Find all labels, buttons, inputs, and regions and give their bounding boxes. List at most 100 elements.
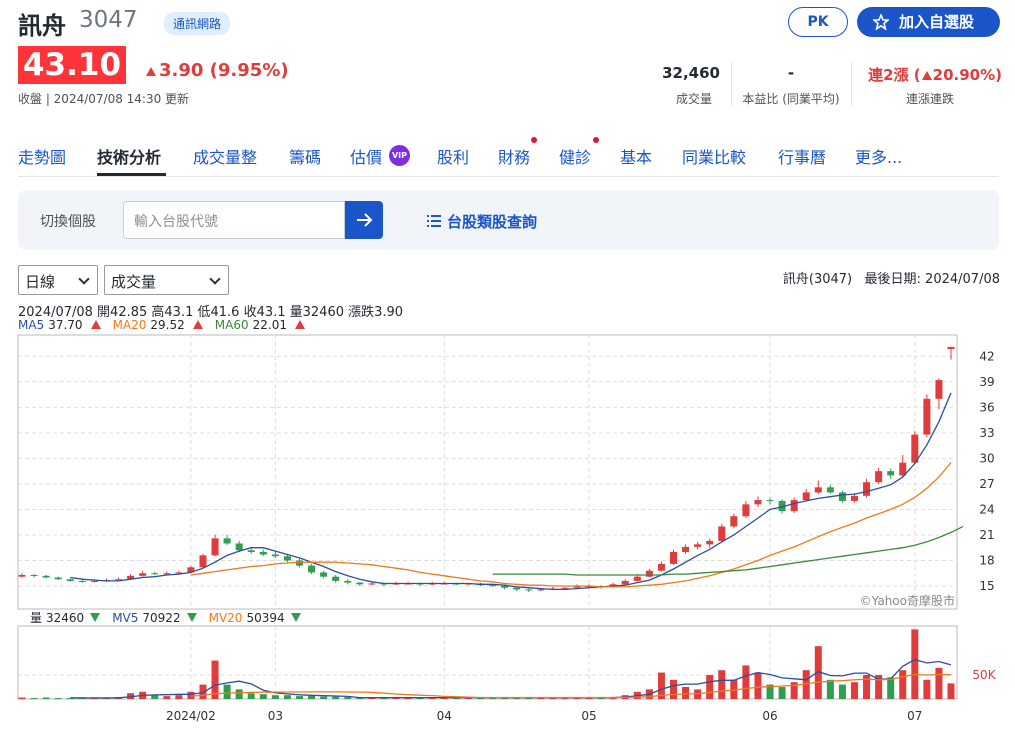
- y-tick-label: 50K: [972, 668, 996, 682]
- volume-bar: [42, 697, 50, 699]
- candle-body: [621, 580, 629, 585]
- volume-bar: [66, 698, 74, 699]
- y-tick-label: 33: [979, 426, 994, 440]
- search-input[interactable]: 輸入台股代號: [123, 201, 345, 239]
- volume-bar: [585, 697, 593, 699]
- candle-body: [235, 543, 243, 551]
- candle-body: [850, 495, 858, 501]
- stat-value: 連2漲 (20.90%): [852, 64, 1002, 85]
- volume-bar: [875, 674, 883, 699]
- tab[interactable]: 股利: [437, 148, 470, 167]
- candle-body: [163, 573, 171, 575]
- candle-body: [802, 492, 810, 501]
- watchlist-button[interactable]: 加入自選股: [857, 7, 1000, 37]
- candle-body: [501, 586, 509, 588]
- volume-bar: [235, 689, 243, 699]
- legend-value: 29.52: [150, 318, 185, 332]
- candle-body: [838, 492, 846, 501]
- category-link[interactable]: 台股類股查詢: [427, 211, 537, 232]
- candle-body: [320, 572, 328, 577]
- x-tick-label: 04: [437, 709, 452, 723]
- price: 43.10: [18, 46, 126, 84]
- volume-bar: [30, 698, 38, 699]
- stock-id: 訊舟(3047): [782, 272, 853, 287]
- arrow-icon: [357, 213, 373, 227]
- candle-body: [247, 550, 255, 552]
- volume-bar: [887, 677, 895, 699]
- tab[interactable]: 行事曆: [778, 148, 827, 167]
- volume-bar: [573, 697, 581, 699]
- indicator-select[interactable]: 成交量: [104, 265, 229, 295]
- candle-body: [356, 582, 364, 585]
- x-tick-label: 03: [268, 709, 283, 723]
- tab[interactable]: 成交量整: [193, 148, 258, 167]
- volume-bar: [247, 693, 255, 699]
- industry-tag[interactable]: 通訊網路: [164, 12, 231, 35]
- volume-bar: [561, 697, 569, 699]
- candle-body: [78, 580, 86, 582]
- legend-name: 量: [30, 611, 43, 625]
- volume-bar: [899, 670, 907, 699]
- tab[interactable]: 基本: [620, 148, 653, 167]
- candle-body: [766, 500, 774, 502]
- candle-body: [42, 575, 50, 578]
- volume-bar: [392, 697, 400, 699]
- volume-bar: [464, 697, 472, 699]
- y-tick-label: 27: [979, 477, 994, 491]
- tab[interactable]: 技術分析: [97, 148, 162, 167]
- stat-value: 32,460: [662, 64, 720, 82]
- trend-icon: [192, 320, 203, 329]
- tab[interactable]: 健診: [559, 148, 592, 167]
- stat-label: 成交量: [675, 92, 712, 106]
- pk-button[interactable]: PK: [788, 7, 848, 37]
- tab[interactable]: 更多...: [855, 148, 903, 167]
- y-tick-label: 18: [979, 553, 994, 567]
- tab[interactable]: 同業比較: [682, 148, 747, 167]
- volume-bar: [127, 693, 135, 699]
- tab[interactable]: 財務: [498, 148, 531, 167]
- candle-body: [90, 580, 98, 582]
- candle-body: [875, 471, 883, 483]
- tab[interactable]: 走勢圖: [18, 148, 67, 167]
- volume-bar: [428, 697, 436, 699]
- volume-bar: [489, 697, 497, 699]
- candle-body: [754, 500, 762, 505]
- ma-line: [190, 462, 952, 588]
- candle-body: [814, 487, 822, 493]
- volume-bar: [597, 697, 605, 699]
- candle-body: [127, 575, 135, 580]
- y-tick-label: 15: [979, 579, 994, 593]
- ohlc-line: 2024/07/08 開42.85 高43.1 低41.6 收43.1 量324…: [18, 305, 404, 320]
- candle-body: [826, 487, 834, 493]
- watchlist-label: 加入自選股: [899, 13, 975, 31]
- volume-bar: [923, 679, 931, 699]
- search-button[interactable]: [345, 201, 383, 239]
- period-select[interactable]: 日線: [18, 265, 98, 295]
- candle-body: [211, 538, 219, 556]
- notify-dot: [531, 137, 537, 143]
- legend-name: MA60: [214, 318, 249, 332]
- candle-body: [887, 471, 895, 476]
- volume-bar: [271, 695, 279, 699]
- x-tick-label: 05: [581, 709, 596, 723]
- x-tick-label: 06: [762, 709, 777, 723]
- volume-bar: [368, 697, 376, 699]
- volume-bar: [380, 697, 388, 699]
- candle-body: [66, 579, 74, 581]
- streak: 連2漲 (: [868, 66, 921, 84]
- volume-bar: [476, 697, 484, 699]
- candle-body: [537, 589, 545, 591]
- trend-icon: [294, 320, 305, 329]
- chart-info: 訊舟(3047) 最後日期: 2024/07/08: [760, 268, 1000, 287]
- watermark: ©Yahoo奇摩股市: [860, 593, 955, 608]
- tab[interactable]: 估價: [350, 148, 383, 167]
- ma-line: [70, 392, 952, 591]
- y-tick-label: 30: [979, 451, 994, 465]
- candle-body: [935, 380, 943, 399]
- volume-panel: [17, 625, 958, 700]
- candle-body: [223, 538, 231, 544]
- y-tick-label: 39: [979, 375, 994, 389]
- legend-value: 37.70: [48, 318, 83, 332]
- tab[interactable]: 籌碼: [289, 148, 322, 167]
